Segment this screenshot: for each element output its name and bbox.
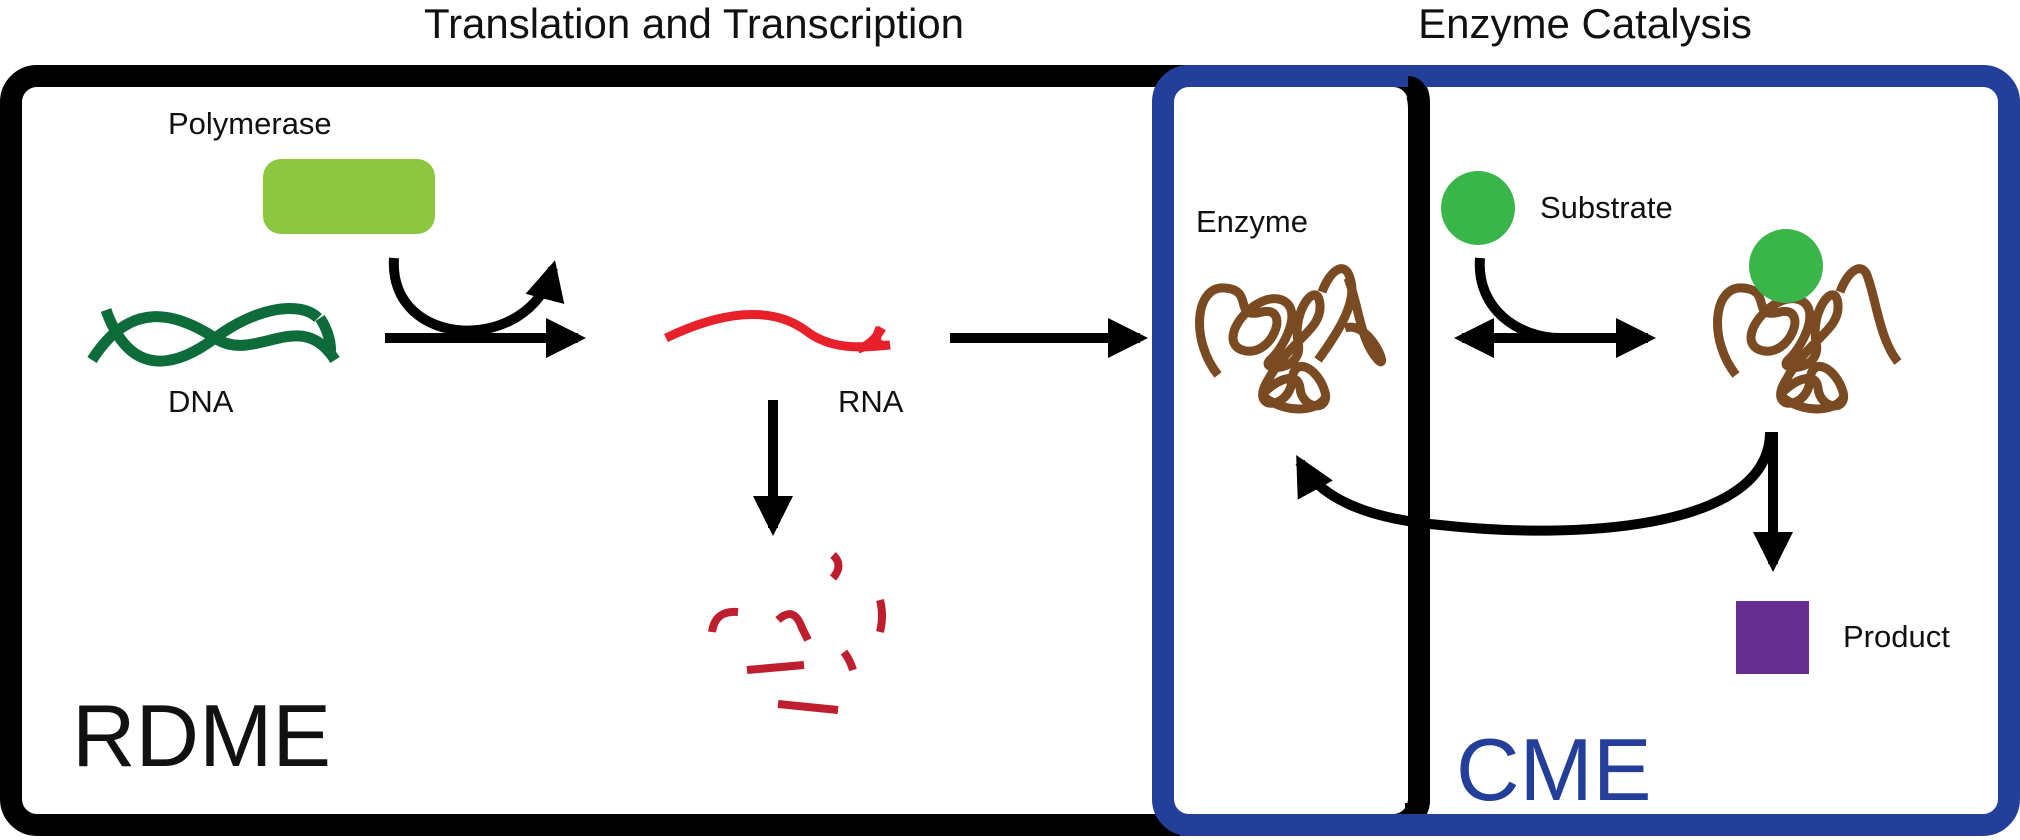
enzyme-substrate-complex [1713, 264, 1902, 414]
rdme-label: RDME [72, 686, 331, 785]
dna-label: DNA [168, 384, 234, 419]
rna-strand [664, 310, 891, 352]
substrate-label: Substrate [1540, 190, 1673, 225]
polymerase-shape [263, 159, 435, 234]
complex-substrate-circle [1749, 229, 1823, 303]
dna-helix [87, 303, 340, 367]
polymerase-label: Polymerase [168, 106, 332, 141]
heading-enzyme-catalysis: Enzyme Catalysis [1418, 0, 1752, 47]
product-label: Product [1843, 619, 1950, 654]
enzyme-label: Enzyme [1196, 204, 1308, 239]
cme-region-border [1152, 65, 2020, 836]
enzyme-coil [1195, 264, 1387, 414]
rna-fragments [708, 552, 886, 714]
substrate-circle [1441, 171, 1515, 245]
enzyme-release-arrow [1295, 431, 1775, 536]
rdme-right-edge [1404, 76, 1430, 825]
binding-arrow [1454, 257, 1656, 358]
cme-label: CME [1456, 720, 1652, 819]
transcription-arrow [385, 257, 586, 358]
rna-label: RNA [838, 384, 904, 419]
rna-strand-tail [856, 325, 886, 354]
product-square [1736, 601, 1809, 674]
heading-translation-transcription: Translation and Transcription [424, 0, 964, 47]
